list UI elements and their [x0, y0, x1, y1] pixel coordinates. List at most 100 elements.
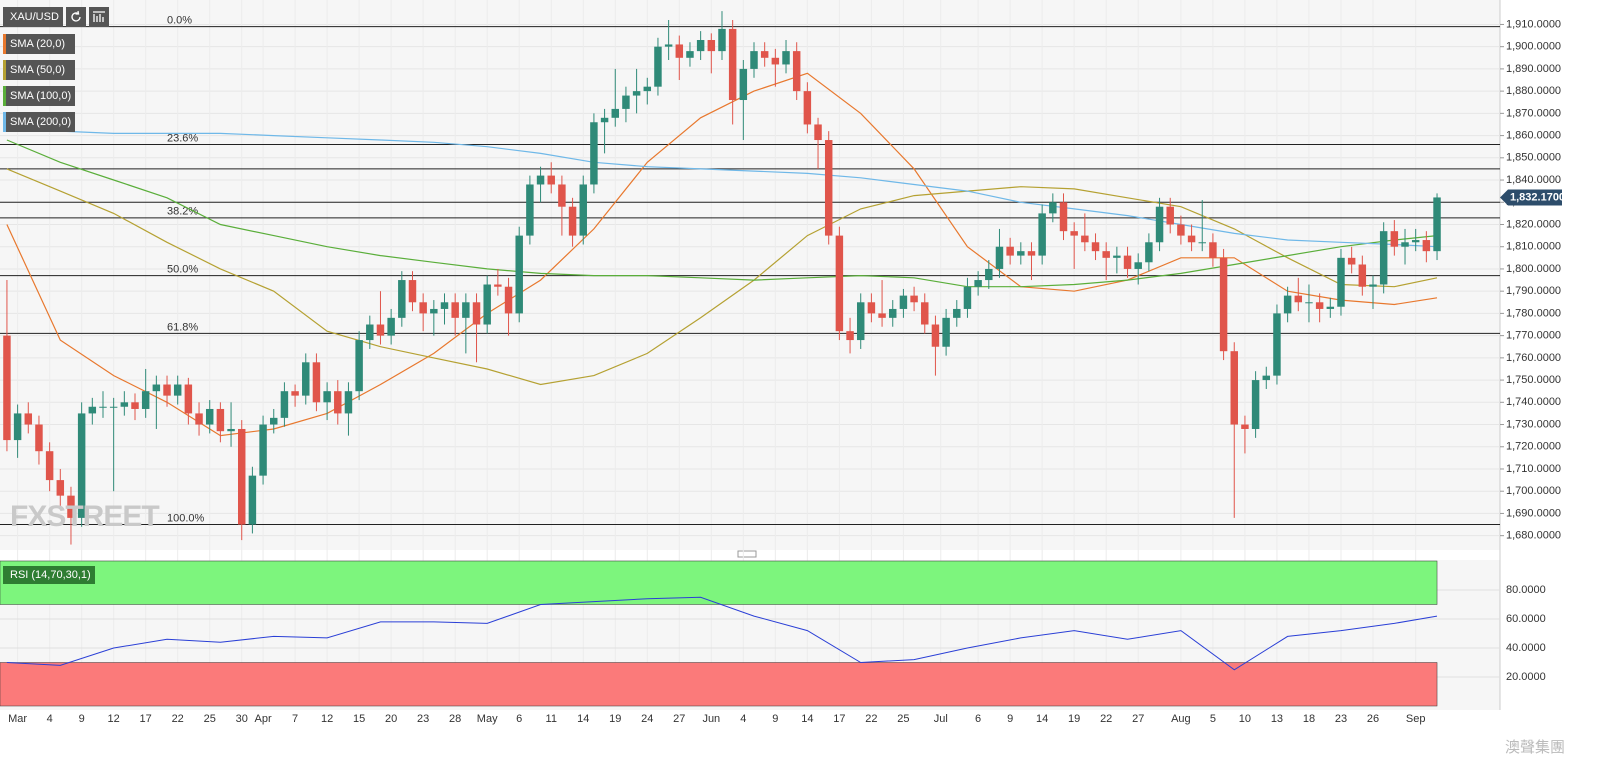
candle-body: [67, 495, 75, 518]
candle-body: [270, 417, 278, 425]
rsi-label-box: [3, 566, 95, 584]
fib-label: 50.0%: [167, 264, 198, 276]
candle-body: [771, 57, 780, 65]
candle-body: [1347, 257, 1356, 265]
y-tick-label: 1,910.0000: [1506, 18, 1561, 30]
y-tick-label: 1,680.0000: [1506, 530, 1561, 542]
oversold-zone: [0, 662, 1438, 707]
candle-body: [803, 91, 812, 125]
candle-body: [1006, 246, 1014, 256]
sma-legend-box: [3, 112, 75, 132]
candle-body: [899, 295, 908, 309]
candle-body: [1017, 251, 1025, 256]
candle-body: [1273, 313, 1281, 376]
rsi-tick-label: 80.0000: [1506, 584, 1546, 596]
x-tick-label: 14: [577, 713, 589, 725]
candle-body: [1145, 242, 1153, 263]
candle-body: [1379, 231, 1388, 285]
candle-body: [1070, 231, 1078, 236]
sma-line: [6, 130, 1438, 248]
candle-body: [1283, 295, 1292, 314]
x-tick-label: 26: [1367, 713, 1379, 725]
candle-body: [366, 324, 374, 341]
candle-body: [1049, 202, 1057, 214]
y-tick-label: 1,710.0000: [1506, 463, 1561, 475]
x-tick-label: 4: [47, 713, 53, 725]
candle-body: [1326, 306, 1335, 309]
candle-body: [632, 91, 641, 96]
candle-body: [963, 286, 972, 309]
candle-body: [760, 51, 769, 58]
candle-body: [99, 406, 107, 408]
candle-body: [1102, 251, 1110, 258]
candle-body: [1401, 242, 1409, 247]
x-tick-label: 23: [417, 713, 429, 725]
candle-body: [814, 124, 822, 141]
candle-body: [1155, 206, 1164, 243]
candle-body: [824, 140, 833, 236]
sma-legend-label: SMA (50,0): [10, 64, 65, 76]
y-tick-label: 1,820.0000: [1506, 218, 1561, 230]
candle-body: [1134, 262, 1142, 269]
candle-body: [739, 68, 748, 101]
candle-body: [1177, 224, 1185, 236]
x-tick-label: 15: [353, 713, 365, 725]
price-panel: [0, 0, 1500, 550]
candle-body: [451, 302, 459, 318]
x-tick-label: 25: [897, 713, 909, 725]
rsi-label: RSI (14,70,30,1): [10, 569, 91, 581]
candle-body: [1198, 242, 1206, 244]
candle-body: [1123, 255, 1132, 269]
sma-lines: [6, 72, 1438, 437]
candle-body: [1230, 351, 1238, 425]
candle-body: [56, 480, 65, 496]
candle-body: [792, 51, 801, 92]
refresh-button[interactable]: [66, 7, 86, 27]
x-tick-label: 18: [1303, 713, 1315, 725]
candle-body: [515, 235, 523, 314]
y-tick-label: 1,720.0000: [1506, 441, 1561, 453]
candle-body: [1337, 257, 1345, 307]
x-tick-label: 7: [292, 713, 298, 725]
settings-button[interactable]: [89, 7, 109, 27]
rsi-tick-label: 40.0000: [1506, 642, 1546, 654]
rsi-line: [6, 596, 1438, 671]
x-tick-label: Mar: [8, 713, 27, 725]
candle-body: [312, 362, 321, 403]
symbol-box[interactable]: [3, 7, 63, 27]
candle-body: [408, 280, 417, 303]
fib-label: 0.0%: [167, 15, 192, 27]
candle-body: [355, 340, 363, 392]
candle-body: [1166, 206, 1174, 225]
y-tick-label: 1,740.0000: [1506, 396, 1561, 408]
candle-body: [835, 235, 844, 332]
x-tick-label: 19: [1068, 713, 1080, 725]
candle-body: [878, 313, 886, 318]
candle-body: [953, 308, 961, 318]
candle-body: [1315, 302, 1324, 309]
y-tick-label: 1,770.0000: [1506, 330, 1561, 342]
candle-body: [419, 302, 427, 314]
candle-body: [568, 206, 577, 236]
candle-body: [579, 184, 587, 236]
candle-body: [173, 384, 182, 396]
y-tick-label: 1,690.0000: [1506, 507, 1561, 519]
x-tick-label: 9: [1007, 713, 1013, 725]
x-tick-label: 28: [449, 713, 461, 725]
y-tick-label: 1,900.0000: [1506, 41, 1561, 53]
candle-body: [696, 40, 705, 52]
sma-legend-box: [3, 60, 75, 80]
candle-body: [1305, 302, 1313, 304]
candle-body: [120, 402, 129, 407]
y-tick-label: 1,760.0000: [1506, 352, 1561, 364]
candle-body: [728, 28, 737, 101]
candle-body: [152, 384, 161, 392]
candle-body: [3, 335, 11, 441]
panel-resizer[interactable]: [737, 550, 757, 558]
x-tick-label: Jul: [934, 713, 948, 725]
candle-body: [1187, 235, 1196, 243]
x-tick-label: 27: [673, 713, 685, 725]
candle-body: [600, 117, 609, 123]
sma-legend-swatch: [3, 86, 6, 106]
overbought-zone: [0, 560, 1438, 605]
